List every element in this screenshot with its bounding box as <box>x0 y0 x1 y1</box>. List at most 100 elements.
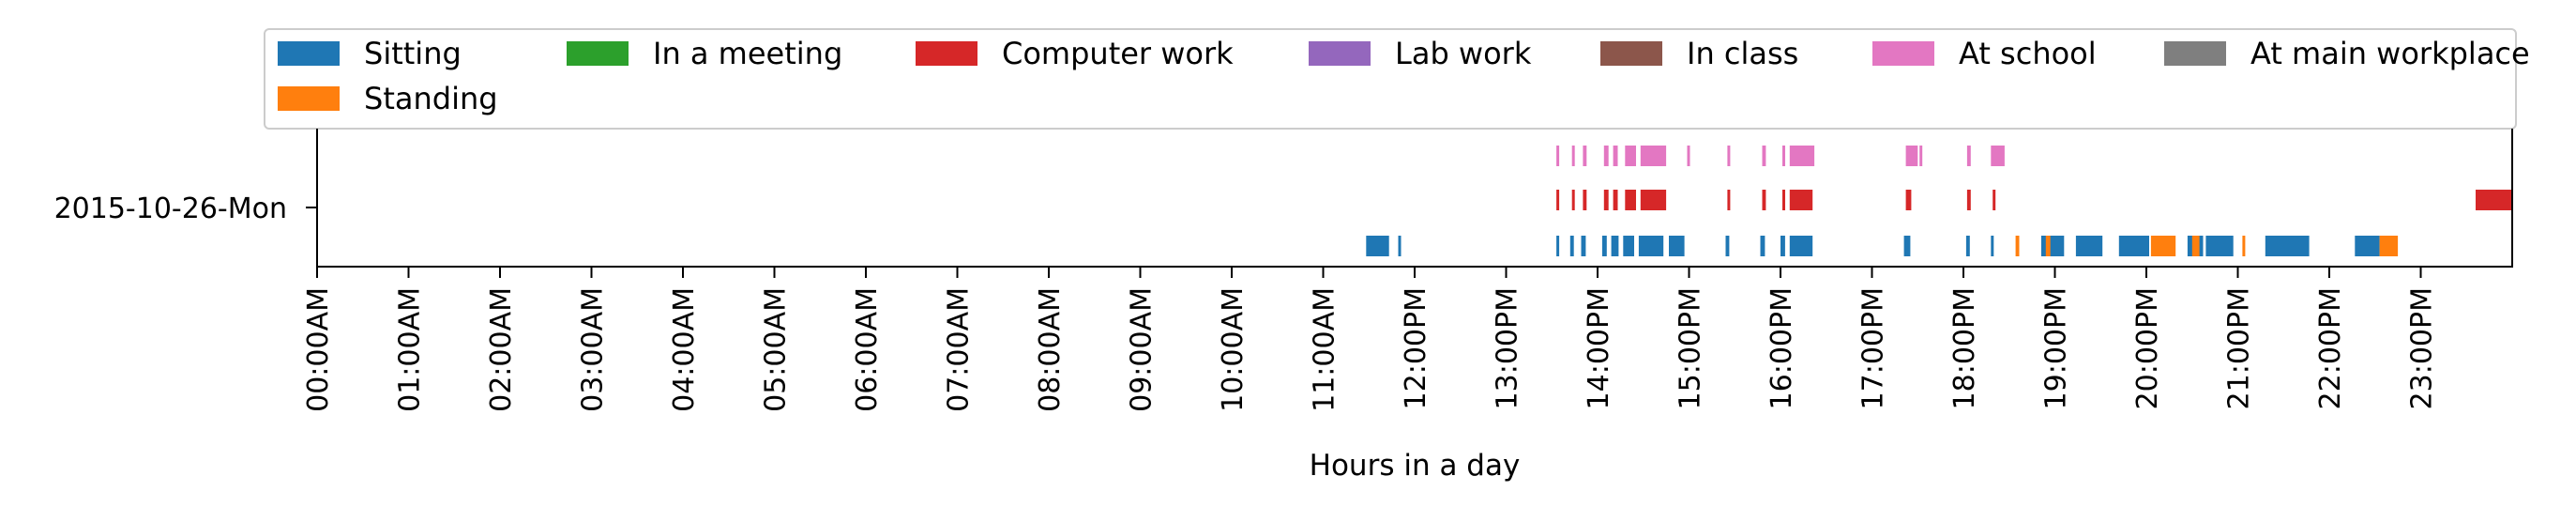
x-tick-label: 03:00AM <box>577 287 610 412</box>
at-school-bar <box>1782 146 1785 166</box>
legend-frame <box>264 28 2517 130</box>
legend-swatch-computer-work <box>916 41 977 66</box>
sitting-bar <box>2355 236 2380 256</box>
x-tick-label: 21:00PM <box>2223 287 2256 409</box>
at-school-bar <box>1919 146 1923 166</box>
x-tick-label: 04:00AM <box>668 287 701 412</box>
legend-swatch-in-a-meeting <box>567 41 629 66</box>
legend: Sitting In a meeting Computer work Lab work… <box>264 28 2530 130</box>
computer-work-bar <box>1603 190 1609 210</box>
at-school-bar <box>1583 146 1587 166</box>
row-label: 2015-10-26-Mon <box>54 192 287 225</box>
at-school-bar <box>1991 146 2005 166</box>
legend-swatch-at-main-workplace <box>2164 41 2226 66</box>
legend-label-sitting: Sitting <box>364 36 462 71</box>
legend-label-computer-work: Computer work <box>1002 36 1234 71</box>
computer-work-bar <box>1640 190 1667 210</box>
computer-work-bar <box>1613 190 1618 210</box>
x-tick-label: 15:00PM <box>1674 287 1707 409</box>
sitting-bar <box>1569 236 1574 256</box>
at-school-bar <box>1640 146 1667 166</box>
x-tick-label: 08:00AM <box>1034 287 1067 412</box>
computer-work-bar <box>2476 190 2512 210</box>
sitting-bar <box>1725 236 1730 256</box>
sitting-bar <box>1611 236 1619 256</box>
sitting-bar <box>2265 236 2310 256</box>
standing-bar <box>2242 236 2246 256</box>
sitting-bar <box>1903 236 1911 256</box>
x-tick-label: 19:00PM <box>2040 287 2073 409</box>
standing-bar <box>2150 236 2176 256</box>
at-school-bar <box>1762 146 1766 166</box>
standing-bar <box>2379 236 2399 256</box>
computer-work-bar <box>1571 190 1575 210</box>
legend-swatch-at-school <box>1872 41 1934 66</box>
legend-label-at-school: At school <box>1959 36 2097 71</box>
sitting-bar <box>2040 236 2065 256</box>
computer-work-bar <box>1762 190 1766 210</box>
x-tick-label: 14:00PM <box>1583 287 1615 409</box>
legend-label-standing: Standing <box>364 81 498 116</box>
x-tick-label: 10:00AM <box>1217 287 1250 412</box>
legend-swatch-standing <box>278 86 340 111</box>
legend-swatch-sitting <box>278 41 340 66</box>
at-school-bar <box>1727 146 1731 166</box>
x-tick-label: 17:00PM <box>1857 287 1890 409</box>
sitting-bar <box>2205 236 2234 256</box>
standing-bar <box>2045 236 2051 256</box>
computer-work-bar <box>1556 190 1560 210</box>
computer-work-bar <box>1905 190 1912 210</box>
sitting-bar <box>1581 236 1586 256</box>
x-tick-label: 07:00AM <box>943 287 976 412</box>
sitting-bar <box>1556 236 1560 256</box>
standing-bar <box>2191 236 2200 256</box>
computer-work-bar <box>1966 190 1971 210</box>
x-tick-label: 16:00PM <box>1765 287 1798 409</box>
x-tick-label: 02:00AM <box>485 287 518 412</box>
sitting-bar <box>1780 236 1785 256</box>
computer-work-bar <box>1993 190 1996 210</box>
x-tick-label: 22:00PM <box>2314 287 2347 409</box>
sitting-bar <box>2118 236 2149 256</box>
at-school-bar <box>1905 146 1918 166</box>
sitting-bar <box>1760 236 1765 256</box>
sitting-bar <box>1965 236 1970 256</box>
legend-swatch-lab-work <box>1309 41 1371 66</box>
standing-bar <box>2015 236 2020 256</box>
sitting-bar <box>1991 236 1994 256</box>
sitting-bar <box>1398 236 1402 256</box>
x-tick-label: 12:00PM <box>1400 287 1432 409</box>
legend-label-in-a-meeting: In a meeting <box>653 36 842 71</box>
x-tick-label: 00:00AM <box>302 287 335 412</box>
sitting-bar <box>1789 236 1813 256</box>
sitting-bar <box>1601 236 1607 256</box>
x-tick-label: 01:00AM <box>394 287 427 412</box>
x-tick-label: 11:00AM <box>1309 287 1341 412</box>
at-school-bar <box>1603 146 1609 166</box>
x-tick-label: 05:00AM <box>760 287 793 412</box>
at-school-bar <box>1571 146 1575 166</box>
at-school-bar <box>1966 146 1971 166</box>
at-school-bar <box>1556 146 1560 166</box>
computer-work-bar <box>1789 190 1813 210</box>
at-school-bar <box>1613 146 1618 166</box>
x-tick-label: 06:00AM <box>851 287 884 412</box>
sitting-bar <box>1623 236 1634 256</box>
legend-swatch-in-class <box>1600 41 1662 66</box>
at-school-bar <box>1789 146 1815 166</box>
x-tick-label: 09:00AM <box>1126 287 1159 412</box>
x-tick-label: 20:00PM <box>2131 287 2164 409</box>
sitting-bar <box>2075 236 2103 256</box>
computer-work-bar <box>1625 190 1636 210</box>
sitting-bar <box>1669 236 1685 256</box>
legend-label-lab-work: Lab work <box>1395 36 1532 71</box>
legend-label-in-class: In class <box>1687 36 1798 71</box>
at-school-bar <box>1625 146 1636 166</box>
x-axis-title: Hours in a day <box>1310 449 1521 483</box>
legend-label-at-main-workplace: At main workplace <box>2250 36 2530 71</box>
computer-work-bar <box>1727 190 1731 210</box>
sitting-bar <box>1366 236 1389 256</box>
computer-work-bar <box>1782 190 1785 210</box>
x-tick-label: 23:00PM <box>2406 287 2439 409</box>
